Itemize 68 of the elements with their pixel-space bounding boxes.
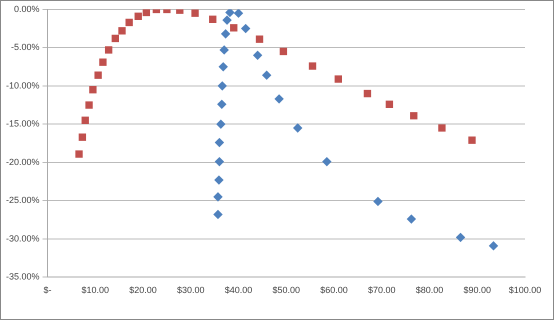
point: [334, 75, 342, 83]
point: [214, 176, 224, 185]
point: [217, 100, 226, 109]
point: [213, 210, 222, 219]
point: [75, 150, 83, 158]
point: [221, 29, 230, 38]
point: [82, 116, 89, 124]
x-tick-label: $40.00: [224, 285, 252, 296]
x-tick-label: $50.00: [272, 285, 300, 296]
point: [104, 46, 112, 54]
point: [142, 9, 150, 16]
point: [220, 45, 229, 54]
point: [386, 100, 394, 108]
point: [280, 48, 288, 56]
y-tick-label: -15.00%: [6, 118, 40, 129]
point: [373, 196, 382, 206]
point: [322, 157, 332, 166]
point: [488, 241, 498, 250]
point: [406, 214, 416, 224]
point: [216, 120, 226, 129]
point: [308, 62, 316, 70]
point: [94, 72, 102, 79]
y-tick-label: -10.00%: [6, 80, 40, 90]
point: [262, 70, 272, 80]
y-tick-label: -20.00%: [6, 156, 40, 167]
point: [241, 24, 250, 34]
point: [218, 62, 228, 72]
point: [118, 27, 126, 35]
point: [293, 123, 302, 132]
point: [438, 124, 446, 132]
point: [253, 50, 262, 60]
x-tick-label: $10.00: [82, 285, 110, 296]
y-tick-label: -35.00%: [6, 272, 40, 282]
point: [234, 9, 244, 18]
x-tick-label: $70.00: [368, 285, 396, 296]
point: [214, 138, 224, 148]
x-tick-label: $-: [44, 285, 52, 296]
point: [213, 192, 222, 202]
point: [218, 81, 227, 90]
point: [364, 90, 372, 98]
point: [468, 136, 476, 144]
x-tick-label: $30.00: [177, 285, 205, 296]
x-tick-label: $20.00: [129, 285, 157, 296]
y-tick-label: -25.00%: [6, 195, 40, 206]
point: [256, 36, 264, 43]
point: [134, 12, 142, 20]
point: [274, 94, 284, 104]
point: [78, 133, 86, 141]
x-tick-label: $80.00: [416, 285, 444, 296]
point: [225, 9, 234, 17]
x-tick-label: $90.00: [463, 285, 492, 296]
point: [456, 232, 466, 242]
x-tick-label: $60.00: [320, 285, 348, 296]
point: [85, 101, 93, 109]
x-tick-label: $100.00: [508, 285, 542, 296]
y-tick-label: 0.00%: [14, 4, 40, 14]
point: [112, 34, 120, 42]
point: [222, 16, 232, 25]
point: [209, 16, 216, 24]
point: [125, 18, 133, 26]
point: [410, 112, 418, 120]
point: [191, 10, 199, 17]
y-tick-label: -30.00%: [6, 233, 40, 244]
point: [89, 86, 97, 94]
point: [230, 24, 238, 32]
point: [99, 58, 107, 66]
point: [214, 157, 224, 166]
y-tick-label: -5.00%: [10, 42, 40, 52]
